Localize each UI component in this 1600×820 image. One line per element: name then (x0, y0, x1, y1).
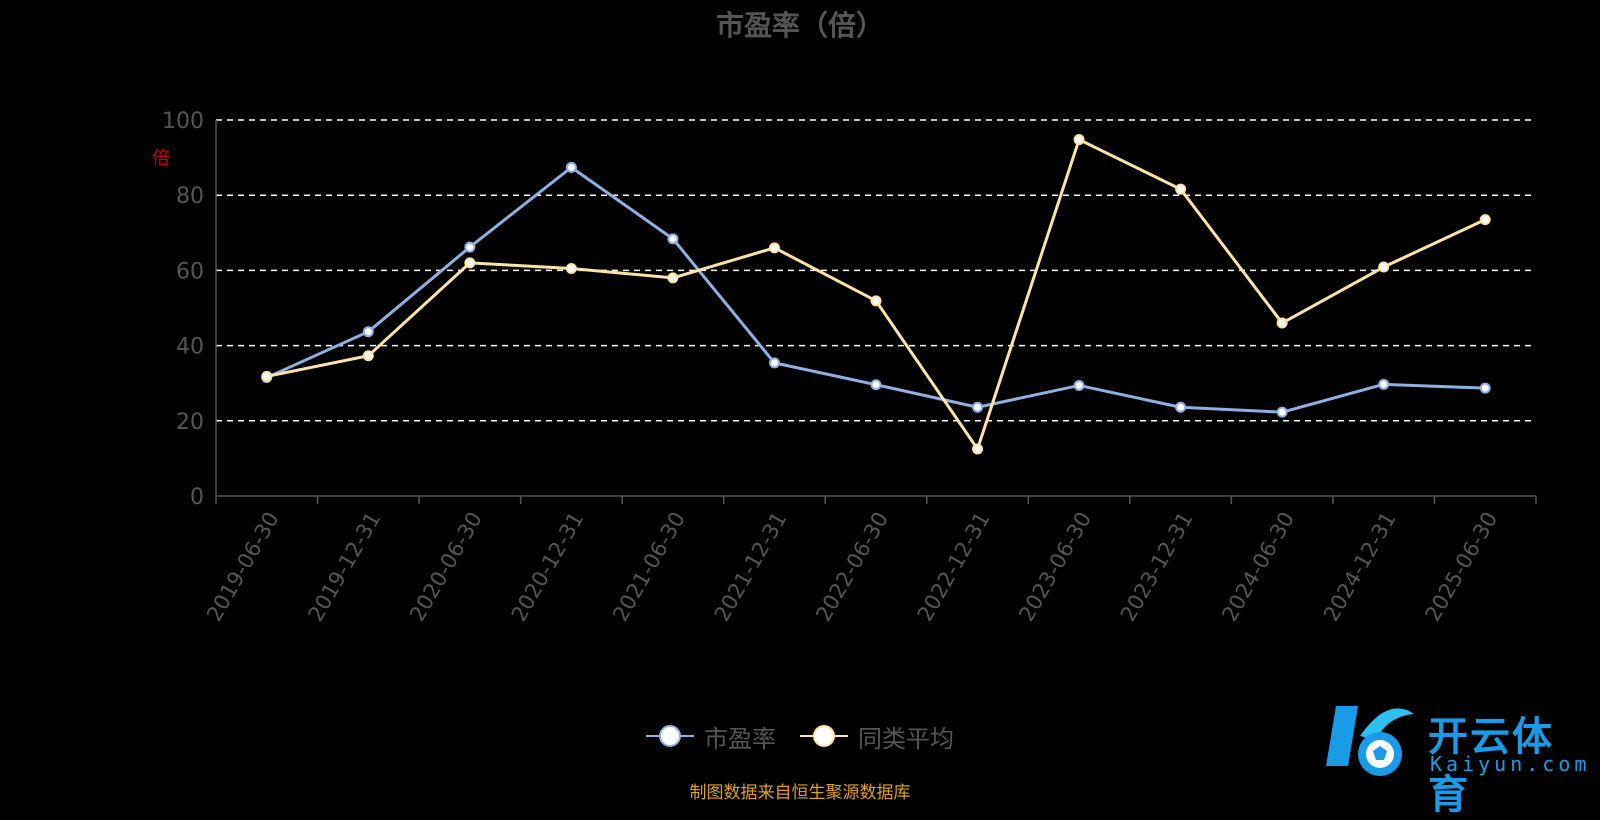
y-tick-label: 100 (162, 109, 204, 134)
data-point-2 (1276, 317, 1288, 329)
data-point-1 (972, 401, 984, 413)
x-tick-label: 2023-12-31 (1116, 508, 1198, 626)
x-tick-label: 2025-06-30 (1420, 508, 1502, 626)
source-note: 制图数据来自恒生聚源数据库 (689, 783, 911, 803)
data-point-1 (565, 161, 577, 173)
x-tick-label: 2020-12-31 (507, 508, 589, 626)
data-point-1 (1378, 378, 1390, 390)
kaiyun-logo: 开云体育 Kaiyun.com (1318, 696, 1591, 818)
data-point-1 (464, 241, 476, 253)
data-point-2 (667, 272, 679, 284)
legend-marker-peer-average-icon (800, 725, 848, 747)
x-tick-label: 2022-12-31 (913, 508, 995, 626)
legend-item-peer-average[interactable]: 同类平均 (798, 718, 954, 754)
data-point-2 (362, 350, 374, 362)
x-tick-label: 2022-06-30 (811, 508, 893, 626)
y-tick-label: 20 (176, 410, 204, 435)
x-tick-label: 2023-06-30 (1014, 508, 1096, 626)
data-point-1 (1276, 406, 1288, 418)
x-tick-label: 2019-06-30 (202, 508, 284, 626)
data-point-2 (1378, 261, 1390, 273)
x-tick-label: 2021-12-31 (710, 508, 792, 626)
data-point-1 (870, 379, 882, 391)
data-point-2 (870, 295, 882, 307)
x-tick-label: 2019-12-31 (304, 508, 386, 626)
y-axis-unit-label: 倍 (149, 148, 170, 166)
x-tick-label: 2024-06-30 (1217, 508, 1299, 626)
series-lines (261, 134, 1491, 455)
legend-marker-pe-icon (646, 725, 694, 747)
x-tick-label: 2024-12-31 (1319, 508, 1401, 626)
axes: 0 20 40 60 80 100 2019-06-30 2019-12-31 2020-06-… (162, 109, 1537, 626)
series-line-1 (266, 165, 1486, 414)
legend-label-pe: 市盈率 (704, 724, 776, 753)
data-point-2 (1479, 214, 1491, 226)
data-point-2 (1175, 183, 1187, 195)
data-point-1 (362, 326, 374, 338)
y-tick-label: 0 (190, 485, 204, 510)
y-tick-label: 40 (176, 335, 204, 360)
data-point-2 (1073, 134, 1085, 146)
data-point-1 (1175, 401, 1187, 413)
grid-lines (216, 119, 1536, 422)
data-point-2 (768, 242, 780, 254)
data-point-2 (464, 257, 476, 269)
data-point-2 (972, 443, 984, 455)
data-point-2 (565, 263, 577, 275)
data-point-1 (667, 233, 679, 245)
chart-title: 市盈率（倍） (715, 9, 884, 42)
legend-label-peer-average: 同类平均 (858, 724, 954, 753)
data-point-1 (1479, 382, 1491, 394)
y-tick-label: 80 (176, 184, 204, 209)
x-tick-label: 2020-06-30 (405, 508, 487, 626)
data-point-1 (1073, 379, 1085, 391)
y-tick-label: 60 (176, 259, 204, 284)
watermark-text-en: Kaiyun.com (1430, 752, 1591, 776)
kaiyun-logo-icon (1326, 706, 1414, 776)
line-chart: 0 20 40 60 80 100 2019-06-30 2019-12-31 2020-06-… (162, 109, 1537, 626)
x-tick-label: 2021-06-30 (608, 508, 690, 626)
data-point-1 (768, 357, 780, 369)
data-point-2 (261, 370, 273, 382)
legend-item-pe[interactable]: 市盈率 (644, 718, 776, 754)
series-line-2 (266, 138, 1486, 451)
